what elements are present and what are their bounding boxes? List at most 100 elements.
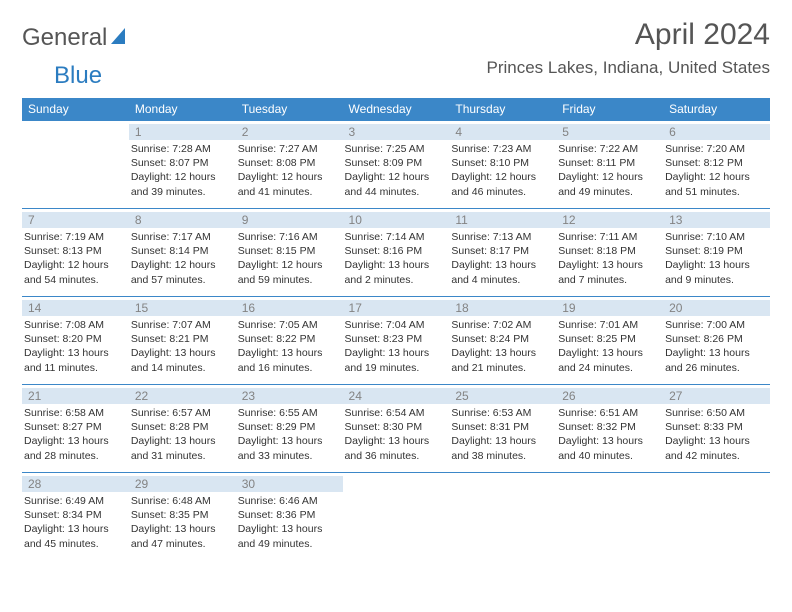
calendar-day-cell: 21 Sunrise: 6:58 AMSunset: 8:27 PMDayligh… (22, 385, 129, 473)
day-number: 17 (343, 300, 450, 316)
calendar-day-cell: 1 Sunrise: 7:28 AMSunset: 8:07 PMDaylight… (129, 121, 236, 209)
weekday-header: Tuesday (236, 98, 343, 121)
weekday-header: Friday (556, 98, 663, 121)
calendar-day-cell: 4 Sunrise: 7:23 AMSunset: 8:10 PMDaylight… (449, 121, 556, 209)
day-details: Sunrise: 7:07 AMSunset: 8:21 PMDaylight:… (129, 318, 236, 375)
day-number: 23 (236, 388, 343, 404)
calendar-day-cell: 14 Sunrise: 7:08 AMSunset: 8:20 PMDayligh… (22, 297, 129, 385)
weekday-header: Thursday (449, 98, 556, 121)
calendar-day-cell: 6 Sunrise: 7:20 AMSunset: 8:12 PMDaylight… (663, 121, 770, 209)
calendar-day-cell: 11Sunrise: 7:13 AMSunset: 8:17 PMDayligh… (449, 209, 556, 297)
day-number: 18 (449, 300, 556, 316)
calendar-day-cell: 9Sunrise: 7:16 AMSunset: 8:15 PMDaylight… (236, 209, 343, 297)
calendar-day-cell: 5 Sunrise: 7:22 AMSunset: 8:11 PMDaylight… (556, 121, 663, 209)
day-number: 22 (129, 388, 236, 404)
calendar-table: SundayMondayTuesdayWednesdayThursdayFrid… (22, 98, 770, 561)
calendar-week-row: 14 Sunrise: 7:08 AMSunset: 8:20 PMDayligh… (22, 297, 770, 385)
weekday-header: Saturday (663, 98, 770, 121)
day-number: 12 (556, 212, 663, 228)
day-details: Sunrise: 7:20 AMSunset: 8:12 PMDaylight:… (663, 142, 770, 199)
day-details: Sunrise: 7:28 AMSunset: 8:07 PMDaylight:… (129, 142, 236, 199)
day-details: Sunrise: 7:14 AMSunset: 8:16 PMDaylight:… (343, 230, 450, 287)
day-details: Sunrise: 6:46 AMSunset: 8:36 PMDaylight:… (236, 494, 343, 551)
day-details: Sunrise: 6:49 AMSunset: 8:34 PMDaylight:… (22, 494, 129, 551)
day-details: Sunrise: 7:17 AMSunset: 8:14 PMDaylight:… (129, 230, 236, 287)
calendar-empty-cell (22, 121, 129, 209)
day-number: 20 (663, 300, 770, 316)
calendar-day-cell: 23Sunrise: 6:55 AMSunset: 8:29 PMDayligh… (236, 385, 343, 473)
day-details: Sunrise: 6:51 AMSunset: 8:32 PMDaylight:… (556, 406, 663, 463)
day-number: 26 (556, 388, 663, 404)
day-number: 1 (129, 124, 236, 140)
calendar-day-cell: 24Sunrise: 6:54 AMSunset: 8:30 PMDayligh… (343, 385, 450, 473)
day-details: Sunrise: 7:23 AMSunset: 8:10 PMDaylight:… (449, 142, 556, 199)
day-details: Sunrise: 6:57 AMSunset: 8:28 PMDaylight:… (129, 406, 236, 463)
day-details: Sunrise: 7:22 AMSunset: 8:11 PMDaylight:… (556, 142, 663, 199)
day-number: 19 (556, 300, 663, 316)
day-number: 2 (236, 124, 343, 140)
logo-text-a: General (22, 24, 107, 52)
calendar-day-cell: 28 Sunrise: 6:49 AMSunset: 8:34 PMDayligh… (22, 473, 129, 561)
calendar-day-cell: 2Sunrise: 7:27 AMSunset: 8:08 PMDaylight… (236, 121, 343, 209)
day-details: Sunrise: 7:02 AMSunset: 8:24 PMDaylight:… (449, 318, 556, 375)
calendar-body: 1 Sunrise: 7:28 AMSunset: 8:07 PMDaylight… (22, 121, 770, 561)
calendar-day-cell: 3Sunrise: 7:25 AMSunset: 8:09 PMDaylight… (343, 121, 450, 209)
day-details: Sunrise: 7:01 AMSunset: 8:25 PMDaylight:… (556, 318, 663, 375)
day-number: 25 (449, 388, 556, 404)
weekday-header: Sunday (22, 98, 129, 121)
calendar-day-cell: 8 Sunrise: 7:17 AMSunset: 8:14 PMDaylight… (129, 209, 236, 297)
calendar-day-cell: 16 Sunrise: 7:05 AMSunset: 8:22 PMDayligh… (236, 297, 343, 385)
day-details: Sunrise: 7:11 AMSunset: 8:18 PMDaylight:… (556, 230, 663, 287)
day-details: Sunrise: 7:25 AMSunset: 8:09 PMDaylight:… (343, 142, 450, 199)
logo-triangle-icon (111, 28, 125, 44)
calendar-day-cell: 7Sunrise: 7:19 AMSunset: 8:13 PMDaylight… (22, 209, 129, 297)
day-number: 14 (22, 300, 129, 316)
day-details: Sunrise: 7:05 AMSunset: 8:22 PMDaylight:… (236, 318, 343, 375)
day-number: 4 (449, 124, 556, 140)
day-details: Sunrise: 6:54 AMSunset: 8:30 PMDaylight:… (343, 406, 450, 463)
calendar-empty-cell (449, 473, 556, 561)
day-details: Sunrise: 7:00 AMSunset: 8:26 PMDaylight:… (663, 318, 770, 375)
day-details: Sunrise: 7:08 AMSunset: 8:20 PMDaylight:… (22, 318, 129, 375)
calendar-head: SundayMondayTuesdayWednesdayThursdayFrid… (22, 98, 770, 121)
day-number: 27 (663, 388, 770, 404)
calendar-day-cell: 30Sunrise: 6:46 AMSunset: 8:36 PMDayligh… (236, 473, 343, 561)
calendar-day-cell: 29Sunrise: 6:48 AMSunset: 8:35 PMDayligh… (129, 473, 236, 561)
day-details: Sunrise: 7:16 AMSunset: 8:15 PMDaylight:… (236, 230, 343, 287)
calendar-day-cell: 19 Sunrise: 7:01 AMSunset: 8:25 PMDayligh… (556, 297, 663, 385)
weekday-header: Monday (129, 98, 236, 121)
calendar-day-cell: 18 Sunrise: 7:02 AMSunset: 8:24 PMDayligh… (449, 297, 556, 385)
day-details: Sunrise: 7:19 AMSunset: 8:13 PMDaylight:… (22, 230, 129, 287)
day-number: 15 (129, 300, 236, 316)
calendar-day-cell: 10 Sunrise: 7:14 AMSunset: 8:16 PMDayligh… (343, 209, 450, 297)
calendar-empty-cell (663, 473, 770, 561)
calendar-day-cell: 25 Sunrise: 6:53 AMSunset: 8:31 PMDayligh… (449, 385, 556, 473)
calendar-week-row: 21 Sunrise: 6:58 AMSunset: 8:27 PMDayligh… (22, 385, 770, 473)
day-number: 8 (129, 212, 236, 228)
location-text: Princes Lakes, Indiana, United States (487, 58, 771, 78)
calendar-week-row: 7Sunrise: 7:19 AMSunset: 8:13 PMDaylight… (22, 209, 770, 297)
calendar-day-cell: 12 Sunrise: 7:11 AMSunset: 8:18 PMDayligh… (556, 209, 663, 297)
day-number: 13 (663, 212, 770, 228)
day-number: 10 (343, 212, 450, 228)
header-right: April 2024 Princes Lakes, Indiana, Unite… (487, 18, 771, 86)
day-number: 28 (22, 476, 129, 492)
calendar-week-row: 1 Sunrise: 7:28 AMSunset: 8:07 PMDaylight… (22, 121, 770, 209)
day-number: 6 (663, 124, 770, 140)
day-number: 16 (236, 300, 343, 316)
weekday-row: SundayMondayTuesdayWednesdayThursdayFrid… (22, 98, 770, 121)
day-details: Sunrise: 7:13 AMSunset: 8:17 PMDaylight:… (449, 230, 556, 287)
calendar-empty-cell (556, 473, 663, 561)
day-details: Sunrise: 6:48 AMSunset: 8:35 PMDaylight:… (129, 494, 236, 551)
day-details: Sunrise: 6:53 AMSunset: 8:31 PMDaylight:… (449, 406, 556, 463)
day-details: Sunrise: 6:58 AMSunset: 8:27 PMDaylight:… (22, 406, 129, 463)
calendar-week-row: 28 Sunrise: 6:49 AMSunset: 8:34 PMDayligh… (22, 473, 770, 561)
calendar-day-cell: 20 Sunrise: 7:00 AMSunset: 8:26 PMDayligh… (663, 297, 770, 385)
logo-text-b: Blue (54, 62, 102, 89)
calendar-day-cell: 15 Sunrise: 7:07 AMSunset: 8:21 PMDayligh… (129, 297, 236, 385)
calendar-day-cell: 26 Sunrise: 6:51 AMSunset: 8:32 PMDayligh… (556, 385, 663, 473)
calendar-empty-cell (343, 473, 450, 561)
day-number: 5 (556, 124, 663, 140)
day-details: Sunrise: 7:10 AMSunset: 8:19 PMDaylight:… (663, 230, 770, 287)
day-number: 21 (22, 388, 129, 404)
